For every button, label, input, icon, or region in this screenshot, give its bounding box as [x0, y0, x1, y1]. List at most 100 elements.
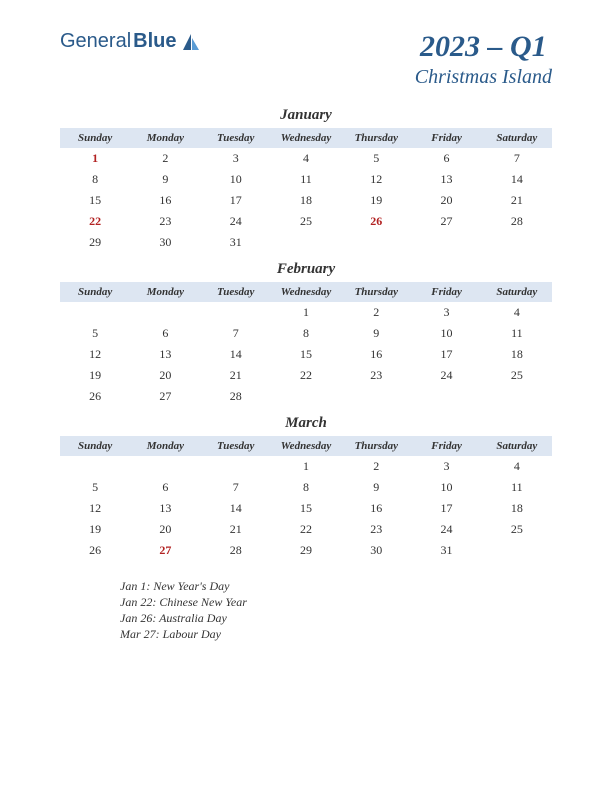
calendar-cell: 20: [411, 190, 481, 211]
month-name: January: [60, 107, 552, 124]
day-header: Saturday: [482, 282, 552, 302]
calendar-cell: 23: [341, 519, 411, 540]
day-header: Friday: [411, 282, 481, 302]
calendar-cell: 1: [271, 456, 341, 477]
calendar-month: MarchSundayMondayTuesdayWednesdayThursda…: [60, 415, 552, 561]
calendar-cell: 24: [201, 211, 271, 232]
calendars-container: January SundayMondayTuesdayWednesdayThurs…: [0, 107, 612, 561]
calendar-row: 891011121314: [60, 169, 552, 190]
calendar-cell: 4: [482, 456, 552, 477]
calendar-row: 19202122232425: [60, 519, 552, 540]
calendar-cell: 12: [341, 169, 411, 190]
calendar-cell: 14: [201, 498, 271, 519]
calendar-cell: 15: [271, 344, 341, 365]
day-header: Friday: [411, 128, 481, 148]
calendar-cell: 15: [271, 498, 341, 519]
calendar-row: 1234567: [60, 148, 552, 169]
calendar-cell: 1: [271, 302, 341, 323]
calendar-cell: 13: [130, 498, 200, 519]
day-header: Sunday: [60, 282, 130, 302]
calendar-cell: 27: [130, 386, 200, 407]
calendar-cell: 25: [271, 211, 341, 232]
calendar-cell: 20: [130, 519, 200, 540]
calendar-cell: 10: [201, 169, 271, 190]
logo-text-blue: Blue: [133, 30, 176, 53]
title-block: 2023 – Q1 Christmas Island: [415, 30, 552, 89]
month-name: March: [60, 415, 552, 432]
calendar-cell: 12: [60, 344, 130, 365]
calendar-cell: [411, 232, 481, 253]
holiday-entry: Jan 26: Australia Day: [120, 611, 612, 626]
logo-text-general: General: [60, 30, 131, 53]
calendar-cell: 17: [201, 190, 271, 211]
calendar-cell: 15: [60, 190, 130, 211]
header: General Blue 2023 – Q1 Christmas Island: [0, 0, 612, 99]
calendar-cell: 31: [411, 540, 481, 561]
day-header: Wednesday: [271, 436, 341, 456]
calendar-cell: [341, 386, 411, 407]
calendar-cell: 14: [482, 169, 552, 190]
calendar-month: January SundayMondayTuesdayWednesdayThurs…: [60, 107, 552, 253]
day-header: Saturday: [482, 128, 552, 148]
day-header: Monday: [130, 436, 200, 456]
calendar-cell: [130, 302, 200, 323]
calendar-cell: 21: [201, 519, 271, 540]
calendar-cell: 23: [341, 365, 411, 386]
day-header: Monday: [130, 282, 200, 302]
day-header: Sunday: [60, 128, 130, 148]
day-header: Wednesday: [271, 282, 341, 302]
calendar-cell: 22: [60, 211, 130, 232]
calendar-cell: 9: [130, 169, 200, 190]
calendar-cell: 2: [130, 148, 200, 169]
logo-sail-icon: [181, 32, 201, 52]
calendar-cell: 16: [341, 344, 411, 365]
calendar-cell: 18: [482, 498, 552, 519]
calendar-cell: 10: [411, 477, 481, 498]
day-header: Monday: [130, 128, 200, 148]
calendar-cell: [60, 302, 130, 323]
calendar-cell: 16: [130, 190, 200, 211]
calendar-cell: [411, 386, 481, 407]
calendar-table: SundayMondayTuesdayWednesdayThursdayFrid…: [60, 128, 552, 253]
calendar-cell: [201, 302, 271, 323]
calendar-cell: [201, 456, 271, 477]
calendar-cell: 6: [411, 148, 481, 169]
day-header: Saturday: [482, 436, 552, 456]
calendar-cell: 3: [411, 456, 481, 477]
month-name: February: [60, 261, 552, 278]
calendar-cell: 25: [482, 519, 552, 540]
calendar-cell: 5: [341, 148, 411, 169]
calendar-cell: 7: [482, 148, 552, 169]
calendar-cell: 25: [482, 365, 552, 386]
calendar-cell: 22: [271, 365, 341, 386]
region-title: Christmas Island: [415, 66, 552, 89]
calendar-cell: 18: [271, 190, 341, 211]
calendar-cell: 13: [130, 344, 200, 365]
calendar-cell: 27: [130, 540, 200, 561]
calendar-cell: [60, 456, 130, 477]
calendar-cell: 28: [482, 211, 552, 232]
calendar-cell: 13: [411, 169, 481, 190]
day-header: Tuesday: [201, 128, 271, 148]
calendar-cell: 8: [60, 169, 130, 190]
calendar-cell: 11: [482, 477, 552, 498]
calendar-row: 262728: [60, 386, 552, 407]
calendar-cell: 30: [130, 232, 200, 253]
day-header: Tuesday: [201, 436, 271, 456]
calendar-cell: 24: [411, 519, 481, 540]
calendar-cell: [482, 386, 552, 407]
calendar-row: 22232425262728: [60, 211, 552, 232]
calendar-cell: 23: [130, 211, 200, 232]
calendar-cell: 14: [201, 344, 271, 365]
calendar-cell: 12: [60, 498, 130, 519]
calendar-row: 1234: [60, 456, 552, 477]
day-header: Friday: [411, 436, 481, 456]
calendar-cell: 26: [60, 540, 130, 561]
holiday-entry: Jan 22: Chinese New Year: [120, 595, 612, 610]
holiday-entry: Jan 1: New Year's Day: [120, 579, 612, 594]
calendar-cell: 30: [341, 540, 411, 561]
calendar-cell: 28: [201, 386, 271, 407]
calendar-cell: 4: [271, 148, 341, 169]
calendar-cell: 6: [130, 477, 200, 498]
calendar-cell: 5: [60, 477, 130, 498]
